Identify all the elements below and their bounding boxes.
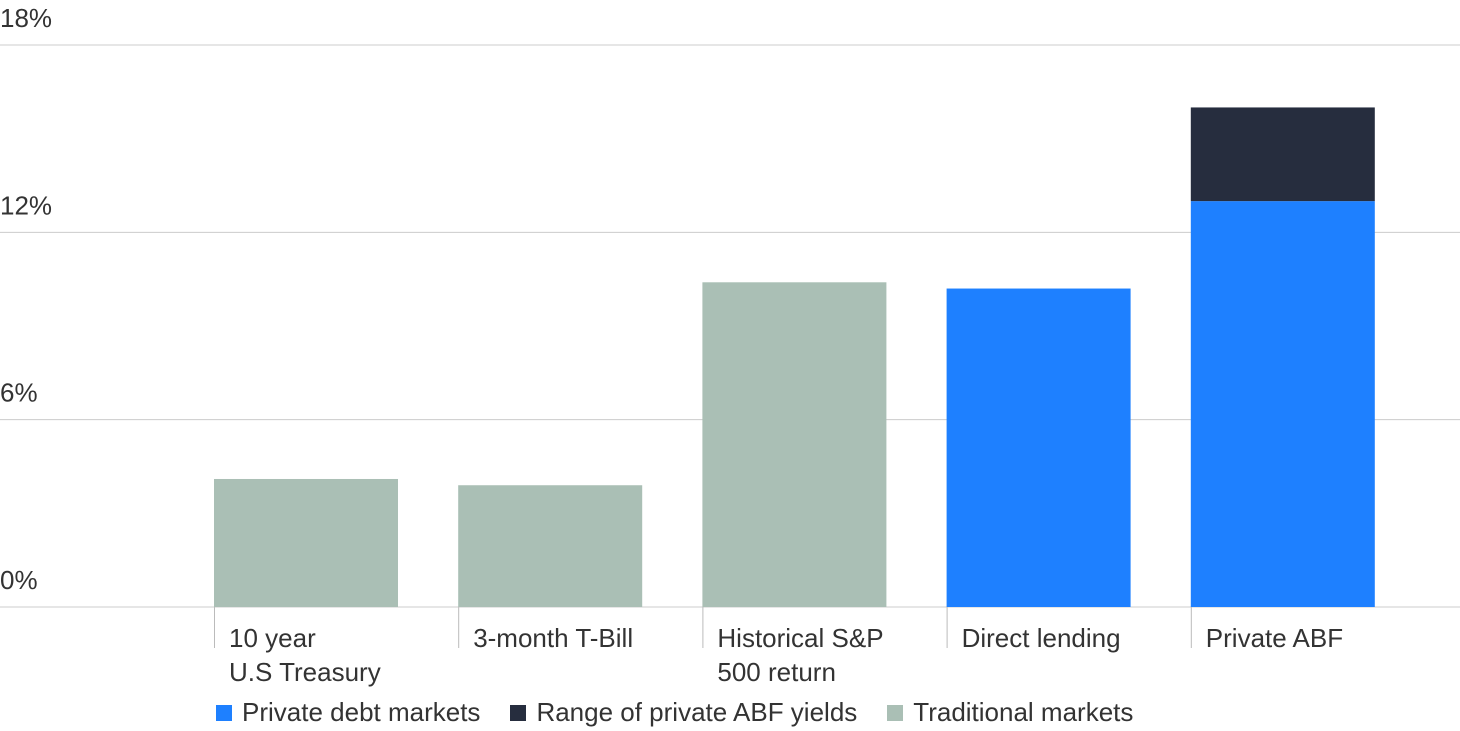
legend-label: Private debt markets <box>242 697 481 727</box>
legend-swatch <box>510 704 527 721</box>
x-tick-label: U.S Treasury <box>229 657 381 687</box>
legend: Private debt markets Range of private ABF… <box>216 697 1163 728</box>
legend-item: Private debt markets <box>216 697 480 728</box>
legend-label: Traditional markets <box>913 697 1134 727</box>
bars <box>214 107 1375 607</box>
bar-private-debt-markets <box>946 288 1131 607</box>
x-tick-label: 500 return <box>717 657 836 687</box>
bar-traditional-markets <box>214 478 398 607</box>
legend-label: Range of private ABF yields <box>536 697 858 727</box>
y-tick-label: 12% <box>0 190 52 220</box>
bar-traditional-markets <box>702 282 887 607</box>
legend-item: Traditional markets <box>887 697 1133 728</box>
y-tick-label: 18% <box>0 3 52 33</box>
legend-swatch <box>216 704 232 721</box>
x-tick-label: 3-month T-Bill <box>473 623 633 653</box>
bar-traditional-markets <box>458 485 643 607</box>
x-tick-label: Private ABF <box>1206 623 1343 653</box>
bar-range-of-private-abf-yields <box>1190 107 1375 202</box>
labels: 0% 6% 12% 18% 10 year U.S Treasury 3-month T-B… <box>0 3 1343 687</box>
y-tick-label: 0% <box>0 565 38 595</box>
legend-swatch <box>887 704 904 721</box>
x-tick-label: Historical S&P <box>717 623 883 653</box>
x-tick-label: Direct lending <box>962 623 1121 653</box>
y-tick-label: 6% <box>0 378 38 408</box>
legend-item: Range of private ABF yields <box>510 697 857 728</box>
x-axis <box>214 607 1192 648</box>
x-tick-label: 10 year <box>229 623 316 653</box>
bar-private-debt-markets <box>1190 201 1375 607</box>
